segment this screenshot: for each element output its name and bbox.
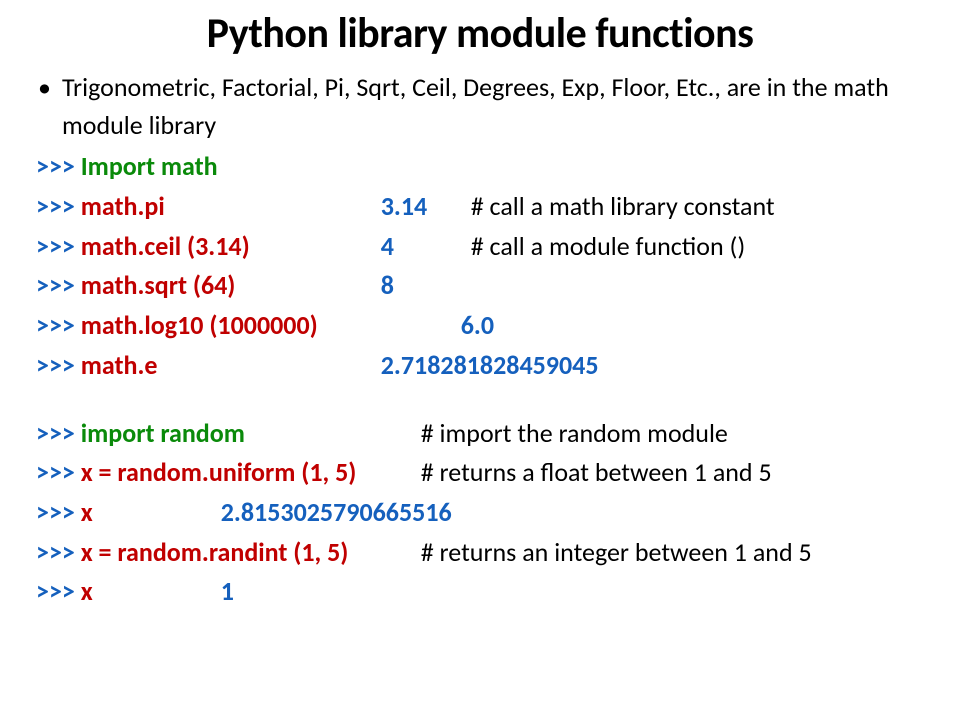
code-block-1: >>> Import math>>> math.pi3.14# call a m… (36, 148, 924, 384)
code-block-2: >>> import random# import the random mod… (36, 415, 924, 611)
code-line: >>> math.pi3.14# call a math library con… (36, 188, 924, 226)
comment: # returns a float between 1 and 5 (421, 454, 772, 492)
prompt: >>> (36, 267, 81, 305)
code-line: >>> x = random.randint (1, 5)# returns a… (36, 534, 924, 572)
prompt: >>> (36, 307, 81, 345)
code-line: >>> math.sqrt (64)8 (36, 267, 924, 305)
expression: x (81, 494, 221, 532)
code-line: >>> x2.8153025790665516 (36, 494, 924, 532)
blank-line (36, 387, 924, 415)
code-line: >>> import random# import the random mod… (36, 415, 924, 453)
code-line: >>> Import math (36, 148, 924, 186)
bullet-text: Trigonometric, Factorial, Pi, Sqrt, Ceil… (62, 69, 924, 144)
expression: math.log10 (1000000) (81, 307, 461, 345)
result: 6.0 (461, 307, 551, 345)
expression: x = random.uniform (1, 5) (81, 454, 421, 492)
result: 4 (381, 228, 471, 266)
expression: Import math (81, 148, 381, 186)
expression: math.pi (81, 188, 381, 226)
prompt: >>> (36, 347, 81, 385)
comment: # import the random module (421, 415, 728, 453)
prompt: >>> (36, 454, 81, 492)
prompt: >>> (36, 188, 81, 226)
result: 2.718281828459045 (381, 347, 651, 385)
expression: import random (81, 415, 421, 453)
comment: # returns an integer between 1 and 5 (421, 534, 812, 572)
prompt: >>> (36, 148, 81, 186)
code-line: >>> math.log10 (1000000)6.0 (36, 307, 924, 345)
prompt: >>> (36, 494, 81, 532)
comment: # call a module function () (471, 228, 746, 266)
prompt: >>> (36, 573, 81, 611)
slide-body: • Trigonometric, Factorial, Pi, Sqrt, Ce… (36, 69, 924, 611)
bullet-item: • Trigonometric, Factorial, Pi, Sqrt, Ce… (36, 69, 924, 144)
prompt: >>> (36, 534, 81, 572)
comment: # call a math library constant (471, 188, 775, 226)
code-line: >>> x = random.uniform (1, 5)# returns a… (36, 454, 924, 492)
slide-title: Python library module functions (36, 8, 924, 59)
expression: math.e (81, 347, 381, 385)
result: 1 (221, 573, 261, 611)
code-line: >>> x1 (36, 573, 924, 611)
bullet-marker: • (36, 69, 62, 144)
expression: math.ceil (3.14) (81, 228, 381, 266)
result: 2.8153025790665516 (221, 494, 521, 532)
expression: math.sqrt (64) (81, 267, 381, 305)
result: 8 (381, 267, 471, 305)
code-line: >>> math.ceil (3.14)4# call a module fun… (36, 228, 924, 266)
expression: x = random.randint (1, 5) (81, 534, 421, 572)
code-line: >>> math.e2.718281828459045 (36, 347, 924, 385)
prompt: >>> (36, 415, 81, 453)
prompt: >>> (36, 228, 81, 266)
result: 3.14 (381, 188, 471, 226)
expression: x (81, 573, 221, 611)
